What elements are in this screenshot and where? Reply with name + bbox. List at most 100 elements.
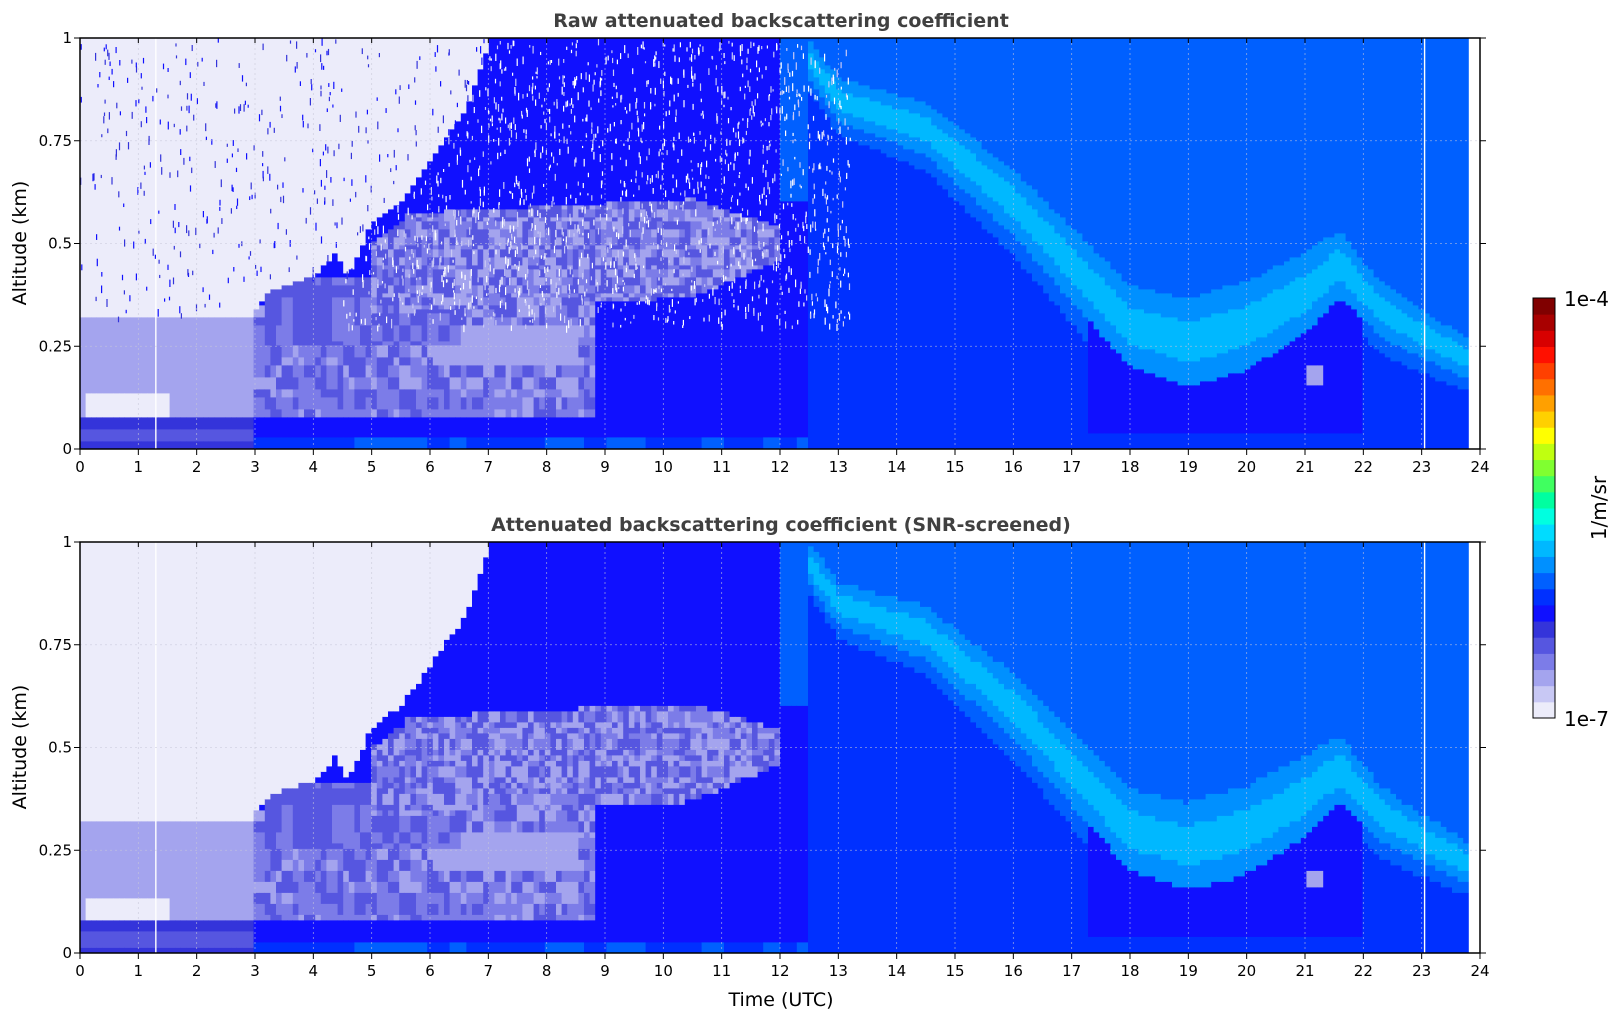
noise-speck [443, 169, 445, 173]
noise-speck [118, 191, 120, 198]
noise-speck [641, 172, 643, 178]
heatmap-cell [729, 217, 736, 222]
heatmap-cell [410, 377, 417, 390]
noise-speck [593, 79, 595, 85]
heatmap-cell [231, 417, 238, 430]
noise-speck [749, 149, 751, 157]
heatmap-cell [432, 397, 439, 410]
heatmap-cell [1401, 38, 1408, 298]
noise-speck [190, 93, 192, 101]
heatmap-cell [640, 221, 646, 250]
heatmap-cell [136, 429, 142, 442]
heatmap-cell [651, 437, 658, 450]
heatmap-cell [886, 129, 893, 142]
heatmap-cell [388, 755, 394, 761]
noise-speck [519, 287, 521, 296]
heatmap-cell [477, 782, 484, 789]
heatmap-cell [113, 317, 120, 394]
noise-speck [464, 79, 466, 88]
noise-speck [483, 39, 485, 44]
heatmap-cell [505, 437, 512, 450]
heatmap-cell [763, 249, 770, 258]
noise-speck [490, 58, 492, 61]
noise-speck [636, 110, 638, 116]
heatmap-cell [130, 417, 137, 430]
heatmap-cell [399, 245, 406, 250]
heatmap-cell [287, 365, 294, 390]
heatmap-cell [197, 441, 204, 450]
heatmap-cell [466, 727, 473, 734]
noise-speck [648, 300, 650, 306]
heatmap-cell [1099, 433, 1106, 450]
heatmap-cell [953, 201, 960, 450]
heatmap-cell [421, 870, 428, 921]
noise-speck [541, 104, 543, 108]
heatmap-cell [416, 305, 422, 310]
heatmap-cell [522, 245, 529, 250]
heatmap-cell [231, 441, 238, 450]
heatmap-cell [264, 293, 271, 346]
heatmap-cell [382, 942, 389, 954]
heatmap-cell [662, 277, 669, 286]
noise-speck [492, 312, 495, 317]
noise-speck [351, 179, 353, 186]
heatmap-cell [410, 804, 417, 811]
noise-speck [600, 302, 602, 305]
heatmap-cell [1043, 273, 1050, 294]
noise-speck [299, 81, 301, 86]
noise-speck [702, 46, 704, 52]
heatmap-cell [528, 317, 534, 326]
noise-speck [526, 93, 528, 97]
heatmap-cell [1256, 361, 1262, 434]
heatmap-cell [315, 409, 322, 418]
heatmap-cell [875, 137, 882, 150]
noise-speck [601, 180, 603, 185]
heatmap-cell [875, 89, 882, 102]
heatmap-cell [147, 417, 154, 430]
heatmap-cell [332, 782, 338, 789]
noise-speck [788, 96, 791, 100]
noise-speck [829, 281, 831, 284]
heatmap-cell [203, 441, 210, 450]
noise-speck [797, 319, 799, 325]
heatmap-cell [1228, 309, 1234, 350]
heatmap-cell [186, 920, 193, 932]
heatmap-cell [1317, 241, 1324, 266]
heatmap-cell [1048, 301, 1055, 450]
heatmap-cell [1384, 357, 1391, 450]
heatmap-cell [253, 309, 260, 318]
noise-speck [324, 201, 326, 205]
noise-speck [792, 179, 794, 186]
noise-speck [598, 98, 600, 103]
noise-speck [498, 203, 500, 209]
noise-speck [813, 309, 816, 315]
heatmap-cell [477, 573, 484, 712]
noise-speck [575, 157, 577, 163]
noise-speck [677, 159, 679, 163]
heatmap-cell [382, 377, 389, 410]
noise-speck [846, 172, 848, 178]
heatmap-cell [852, 129, 859, 142]
heatmap-cell [908, 97, 915, 114]
heatmap-cell [444, 409, 450, 418]
heatmap-cell [455, 870, 462, 882]
heatmap-cell [421, 672, 428, 717]
heatmap-cell [365, 920, 372, 943]
heatmap-cell [606, 257, 613, 266]
heatmap-cell [623, 245, 630, 250]
noise-speck [620, 95, 622, 103]
noise-speck [783, 90, 785, 94]
noise-speck [556, 163, 558, 166]
heatmap-cell [567, 285, 574, 294]
noise-speck [386, 316, 388, 324]
noise-speck [543, 183, 545, 187]
heatmap-cell [550, 317, 557, 326]
heatmap-cell [376, 766, 383, 789]
heatmap-cell [567, 293, 574, 298]
noise-speck [469, 159, 471, 163]
heatmap-cell [802, 437, 809, 450]
heatmap-cell [1020, 197, 1027, 230]
heatmap-cell [410, 437, 417, 450]
heatmap-cell [556, 265, 562, 270]
heatmap-cell [354, 437, 361, 450]
